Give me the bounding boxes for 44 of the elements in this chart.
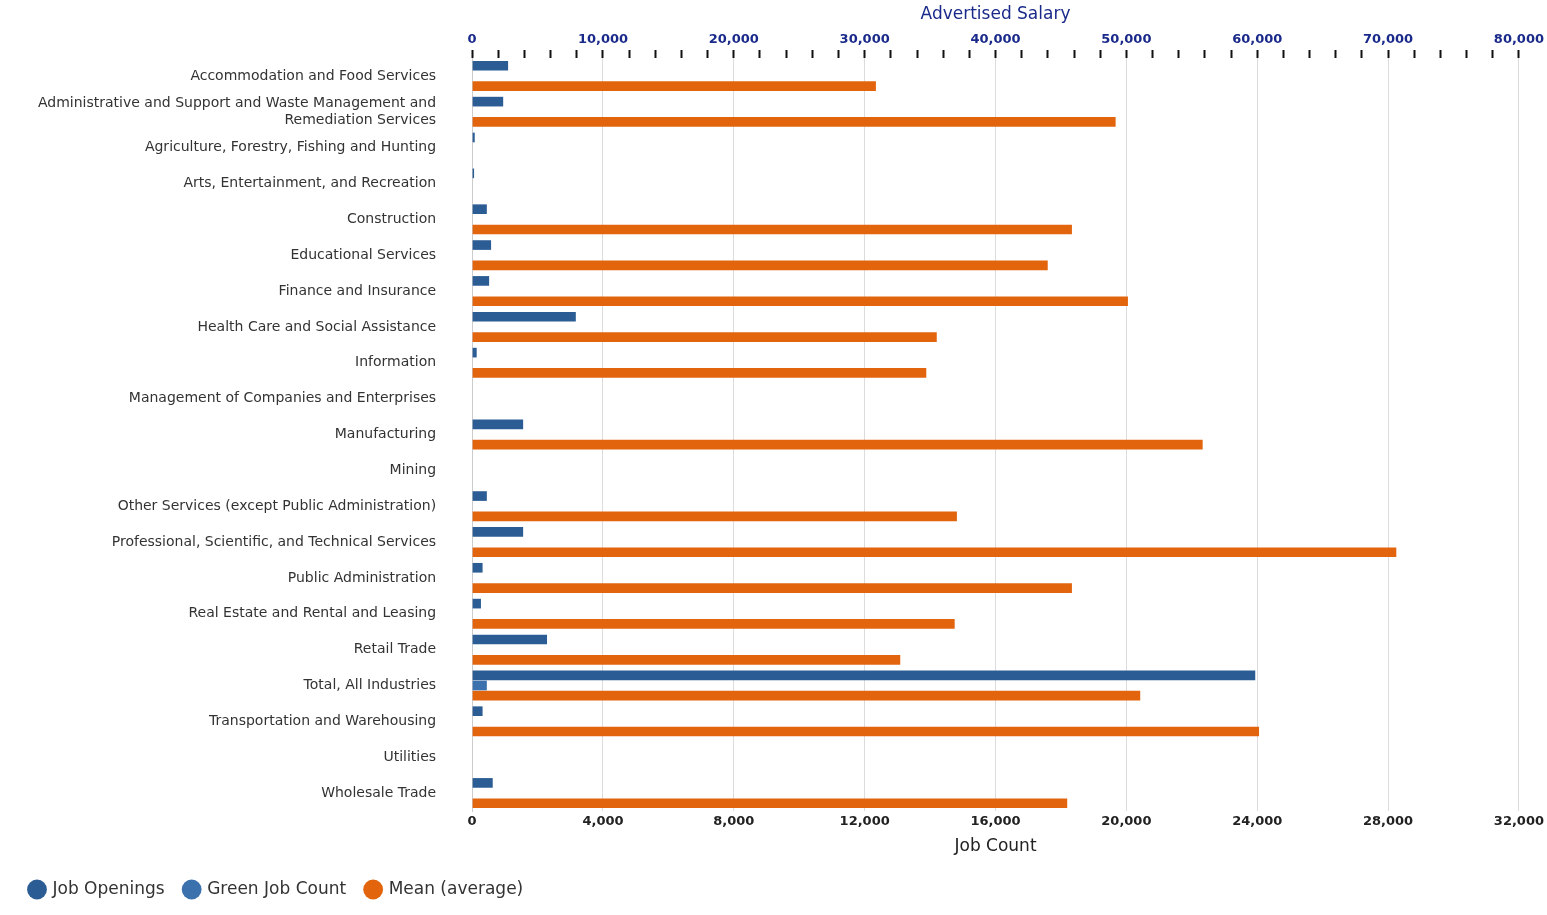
x-axis-title: Job Count [953,835,1037,856]
x2-tick-label: 30,000 [839,30,890,46]
y-tick-label: Finance and Insurance [278,281,437,298]
y-tick-label: Total, All Industries [302,676,437,693]
y-tick-label: Mining [389,461,437,477]
y-tick-label: Wholesale Trade [321,783,437,800]
x-tick-label: 12,000 [839,813,890,829]
x2-tick-label: 40,000 [970,30,1021,46]
y-tick-label: Transportation and Warehousing [207,712,437,728]
x-tick-label: 28,000 [1362,813,1414,829]
x2-tick-label: 80,000 [1493,30,1544,46]
x2-tick-label: 70,000 [1362,30,1414,46]
y-tick-label: Agriculture, Forestry, Fishing and Hunting [144,138,437,155]
x-tick-label: 0 [467,813,477,829]
y-tick-label: Accommodation and Food Services [190,66,437,83]
y-tick-label: Educational Services [290,245,437,262]
x-tick-label: 8,000 [713,813,755,829]
y-tick-label: Arts, Entertainment, and Recreation [183,174,437,191]
x2-tick-label: 10,000 [577,30,629,46]
y-tick-label: Manufacturing [334,425,437,442]
x-tick-label: 16,000 [970,813,1021,829]
x-tick-label: 32,000 [1493,813,1544,829]
y-tick-label: Retail Trade [353,640,437,657]
y-tick-label: Professional, Scientific, and Technical Services [111,532,437,549]
y-tick-label: Public Administration [287,568,437,585]
y-tick-label: Administrative and Support and Waste Management and Remediation Services [37,94,437,127]
x2-tick-label: 20,000 [708,30,759,46]
y-tick-label: Health Care and Social Assistance [197,317,437,334]
y-tick-label: Information [355,353,437,370]
y-tick-label: Management of Companies and Enterprises [128,389,437,406]
y-tick-label: Other Services (except Public Administration) [117,496,437,513]
legend-label: Mean (average) [388,877,524,898]
x-tick-label: 20,000 [1101,813,1152,829]
legend-label: Green Job Count [207,877,347,898]
y-tick-label: Construction [346,210,437,226]
y-tick-label: Utilities [383,747,437,764]
x-tick-label: 4,000 [582,813,624,829]
x-tick-label: 24,000 [1232,813,1283,829]
x2-tick-label: 0 [467,30,477,46]
x2-tick-label: 50,000 [1101,30,1152,46]
y-tick-label: Real Estate and Rental and Leasing [188,604,437,621]
x2-axis-title: Advertised Salary [920,2,1071,23]
legend-label: Job Openings [51,877,165,898]
x2-tick-label: 60,000 [1232,30,1283,46]
